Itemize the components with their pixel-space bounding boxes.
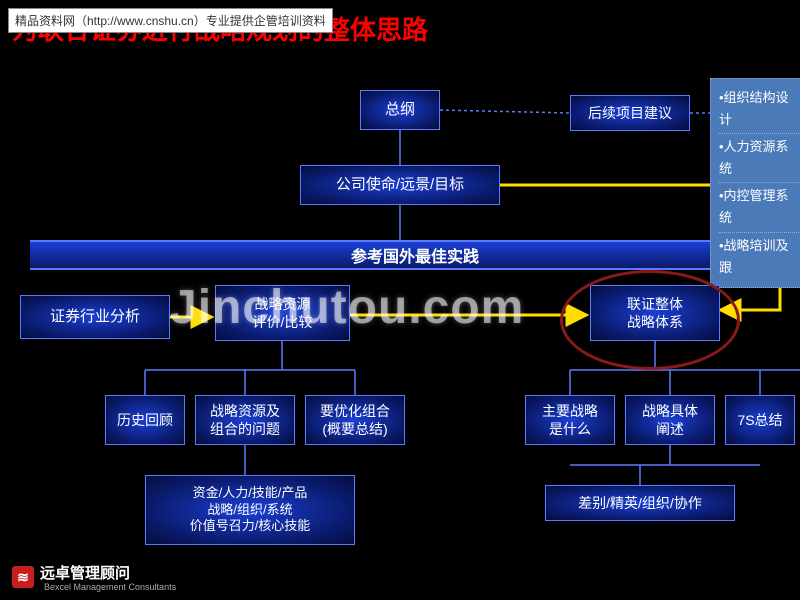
node-lianzheng: 联证整体 战略体系 (590, 285, 720, 341)
node-industry: 证券行业分析 (20, 295, 170, 339)
sidebox-item: •战略培训及跟 (719, 233, 800, 281)
node-mission: 公司使命/远景/目标 (300, 165, 500, 205)
node-history: 历史回顾 (105, 395, 185, 445)
node-7s: 7S总结 (725, 395, 795, 445)
sidebox-item: •人力资源系统 (719, 134, 800, 183)
footer-cn: 远卓管理顾问 (40, 562, 176, 583)
footer-en: Bexcel Management Consultants (44, 583, 176, 592)
source-overlay: 精品资料网（http://www.cnshu.cn）专业提供企管培训资料 (8, 8, 333, 33)
node-main-strategy: 主要战略 是什么 (525, 395, 615, 445)
sidebox-item: •组织结构设计 (719, 85, 800, 134)
node-detail: 战略具体 阐述 (625, 395, 715, 445)
node-diff-elite: 差别/精英/组织/协作 (545, 485, 735, 521)
sidebox-followup: •组织结构设计 •人力资源系统 •内控管理系统 •战略培训及跟 (710, 78, 800, 288)
node-res-issues: 战略资源及 组合的问题 (195, 395, 295, 445)
node-resources-detail: 资金/人力/技能/产品 战略/组织/系统 价值号召力/核心技能 (145, 475, 355, 545)
footer-logo: ≋ 远卓管理顾问 Bexcel Management Consultants (12, 562, 176, 592)
node-houxu: 后续项目建议 (570, 95, 690, 131)
sidebox-item: •内控管理系统 (719, 183, 800, 232)
node-zonggang: 总纲 (360, 90, 440, 130)
node-optimize: 要优化组合 (概要总结) (305, 395, 405, 445)
logo-mark: ≋ (12, 566, 34, 588)
node-strategy-res: 战略资源 评价/比较 (215, 285, 350, 341)
banner-best-practice: 参考国外最佳实践 (30, 240, 800, 270)
